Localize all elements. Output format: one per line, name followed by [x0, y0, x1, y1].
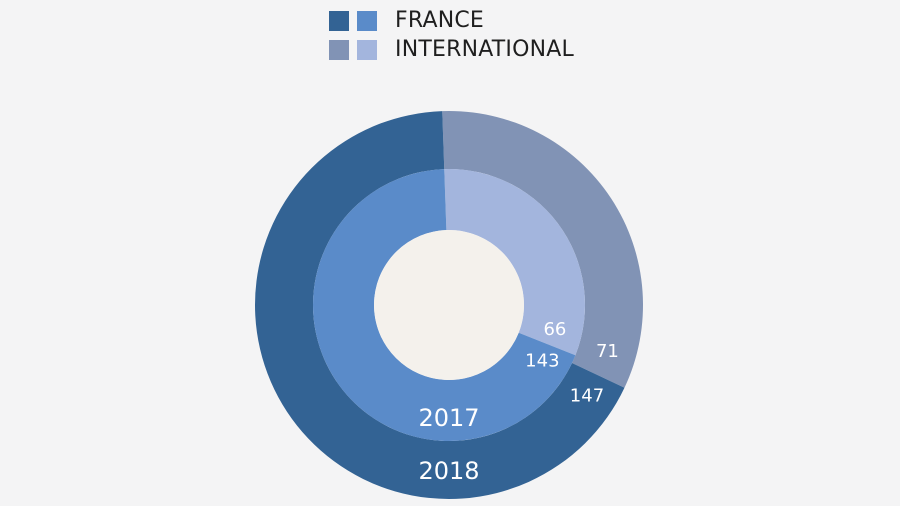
legend-entry-international: INTERNATIONAL	[329, 35, 574, 64]
year-label-2018: 2018	[418, 457, 479, 485]
inner-2017-slice-international	[444, 168, 585, 356]
inner-2017-slice-france	[312, 169, 576, 442]
year-label-2017: 2017	[418, 404, 479, 432]
legend-label-france: FRANCE	[395, 8, 485, 33]
legend-swatch-france-2017	[357, 10, 377, 31]
legend-entry-france: FRANCE	[329, 6, 574, 35]
legend: FRANCE INTERNATIONAL	[329, 6, 574, 64]
legend-label-international: INTERNATIONAL	[395, 37, 574, 62]
outer-ring-2018	[254, 111, 643, 500]
legend-swatch-international-2017	[357, 39, 377, 60]
value-labels: 71 147 66 143	[525, 319, 619, 407]
value-label-international-2017: 66	[543, 319, 566, 340]
value-label-france-2017: 143	[525, 350, 559, 371]
inner-ring-2017	[312, 168, 585, 442]
center-hole	[374, 230, 524, 380]
outer-2018-slice-international	[442, 111, 643, 388]
value-label-international-2018: 71	[596, 341, 619, 362]
legend-swatch-france-2018	[329, 10, 349, 31]
outer-2018-slice-france	[254, 111, 625, 500]
value-label-france-2018: 147	[570, 385, 604, 406]
legend-swatch-international-2018	[329, 39, 349, 60]
